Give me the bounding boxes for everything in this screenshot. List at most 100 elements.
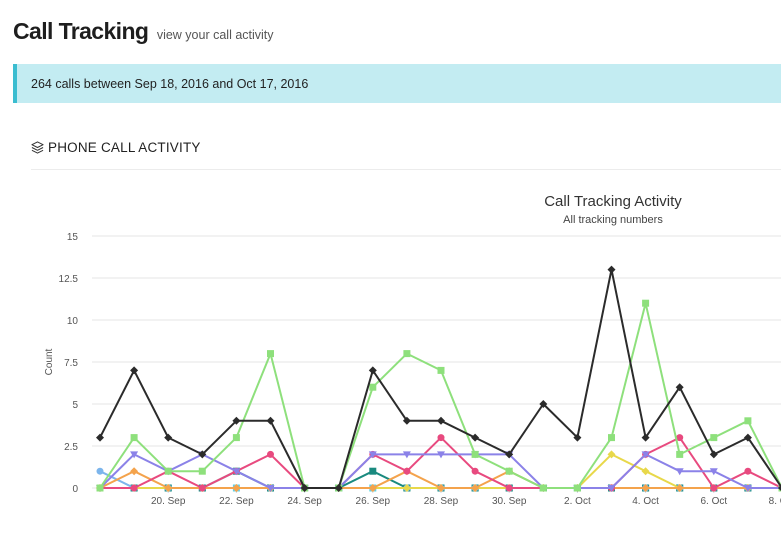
data-point[interactable] <box>96 467 104 475</box>
series-line <box>99 302 781 489</box>
x-tick-label: 24. Sep <box>287 496 322 507</box>
x-tick-label: 28. Sep <box>424 496 459 507</box>
section-header: PHONE CALL ACTIVITY <box>31 140 201 155</box>
x-tick-label: 26. Sep <box>356 496 391 507</box>
data-point[interactable] <box>709 468 718 476</box>
data-point[interactable] <box>676 450 684 458</box>
x-tick-label: 4. Oct <box>632 496 659 507</box>
data-point[interactable] <box>471 467 479 475</box>
chart-title: Call Tracking Activity <box>544 193 682 210</box>
data-point[interactable] <box>573 484 581 492</box>
data-point[interactable] <box>539 484 547 492</box>
series-1 <box>96 299 781 492</box>
data-point[interactable] <box>710 484 718 492</box>
calls-summary-text: 264 calls between Sep 18, 2016 and Oct 1… <box>31 76 309 91</box>
data-point[interactable] <box>232 468 241 476</box>
page-title: Call Tracking <box>13 18 149 44</box>
data-point[interactable] <box>334 484 343 492</box>
data-point[interactable] <box>710 434 718 442</box>
data-point[interactable] <box>744 467 752 475</box>
data-point[interactable] <box>369 383 377 391</box>
x-axis-labels: 20. Sep 22. Sep 24. Sep 26. Sep 28. Sep 30. S… <box>151 488 781 507</box>
data-point[interactable] <box>232 434 240 442</box>
data-point[interactable] <box>505 450 514 459</box>
data-point[interactable] <box>402 451 411 459</box>
data-point[interactable] <box>675 383 684 392</box>
y-tick-label: 2.5 <box>64 442 78 453</box>
series-3 <box>96 434 781 492</box>
data-point[interactable] <box>402 484 411 492</box>
data-point[interactable] <box>164 433 173 442</box>
data-point[interactable] <box>402 416 411 425</box>
calls-summary-banner: 264 calls between Sep 18, 2016 and Oct 1… <box>13 64 781 103</box>
x-tick-label: 20. Sep <box>151 496 186 507</box>
data-point[interactable] <box>164 484 173 492</box>
section-divider <box>31 169 781 170</box>
data-point[interactable] <box>368 366 377 375</box>
data-point[interactable] <box>642 299 650 307</box>
data-point[interactable] <box>641 467 650 476</box>
data-point[interactable] <box>471 433 480 442</box>
data-point[interactable] <box>437 434 445 442</box>
data-point[interactable] <box>539 400 548 408</box>
data-point[interactable] <box>573 433 582 442</box>
data-point[interactable] <box>198 467 206 475</box>
data-point[interactable] <box>641 451 650 459</box>
data-point[interactable] <box>505 484 513 492</box>
data-point[interactable] <box>198 484 206 492</box>
data-point[interactable] <box>709 450 718 459</box>
data-point[interactable] <box>130 366 139 375</box>
data-point[interactable] <box>778 484 781 492</box>
data-point[interactable] <box>437 484 445 492</box>
section-title: PHONE CALL ACTIVITY <box>48 140 201 155</box>
data-point[interactable] <box>744 417 752 425</box>
data-point[interactable] <box>130 467 139 476</box>
data-point[interactable] <box>437 366 445 374</box>
data-point[interactable] <box>743 485 752 492</box>
data-point[interactable] <box>641 433 650 442</box>
data-point[interactable] <box>267 450 274 458</box>
data-point[interactable] <box>96 433 104 442</box>
data-point[interactable] <box>607 265 616 274</box>
x-tick-label: 6. Oct <box>700 496 727 507</box>
data-point[interactable] <box>369 467 377 475</box>
data-point[interactable] <box>130 434 138 442</box>
y-tick-label: 15 <box>67 232 79 243</box>
data-point[interactable] <box>403 467 411 475</box>
data-point[interactable] <box>130 451 139 459</box>
series-0 <box>96 265 781 492</box>
data-point[interactable] <box>96 484 104 492</box>
data-point[interactable] <box>300 484 309 492</box>
data-point[interactable] <box>232 484 241 492</box>
data-point[interactable] <box>437 451 445 459</box>
data-point[interactable] <box>505 467 513 475</box>
data-point[interactable] <box>403 350 411 358</box>
data-point[interactable] <box>641 484 650 492</box>
data-point[interactable] <box>608 434 615 442</box>
data-point[interactable] <box>368 451 377 459</box>
data-point[interactable] <box>198 450 207 459</box>
data-point[interactable] <box>368 484 377 492</box>
y-tick-label: 0 <box>72 484 78 495</box>
y-tick-label: 12.5 <box>59 274 79 285</box>
data-point[interactable] <box>743 433 752 442</box>
chart-subtitle: All tracking numbers <box>563 214 663 226</box>
data-point[interactable] <box>164 467 172 475</box>
data-point[interactable] <box>266 485 275 492</box>
data-point[interactable] <box>266 416 275 425</box>
data-point[interactable] <box>437 416 445 425</box>
x-tick-label: 2. Oct <box>564 496 591 507</box>
y-axis-labels: 0 2.5 5 7.5 10 12.5 15 <box>59 232 79 495</box>
data-point[interactable] <box>232 416 241 425</box>
data-point[interactable] <box>267 350 274 358</box>
data-point[interactable] <box>130 484 138 492</box>
data-point[interactable] <box>675 484 684 492</box>
data-point[interactable] <box>675 468 684 476</box>
data-point[interactable] <box>471 450 479 458</box>
data-point[interactable] <box>607 485 616 492</box>
y-tick-label: 10 <box>67 316 79 327</box>
chart-series <box>96 265 781 492</box>
data-point[interactable] <box>676 434 684 442</box>
data-point[interactable] <box>607 450 616 459</box>
data-point[interactable] <box>471 484 480 492</box>
